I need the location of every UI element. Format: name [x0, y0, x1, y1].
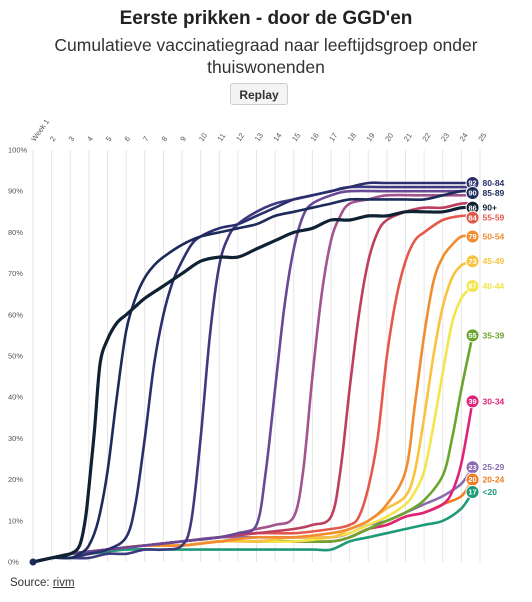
y-tick-label: 100% — [8, 146, 28, 155]
x-tick-label: 9 — [178, 135, 188, 144]
y-tick-label: 0% — [8, 558, 19, 567]
x-tick-label: 19 — [365, 131, 377, 143]
end-badge — [465, 394, 480, 409]
x-tick-label: 11 — [216, 132, 228, 144]
end-label-text: 20-24 — [483, 475, 505, 485]
x-tick-label: 8 — [160, 135, 170, 144]
end-badge — [465, 210, 480, 225]
y-tick-label: 20% — [8, 475, 23, 484]
end-badge — [465, 278, 480, 293]
x-tick-label: 16 — [309, 131, 321, 143]
x-tick-label: 13 — [253, 131, 265, 143]
series-line-90 — [31, 205, 475, 564]
end-badge-value: 84 — [468, 213, 477, 222]
end-badge-value: 20 — [468, 475, 476, 484]
x-axis-ticks: Week 12 3 4 5 6 7 8 9 10 11 12 13 14 15 16 17 18 19 20 21 22… — [29, 117, 488, 143]
series-line-70-74 — [31, 189, 474, 564]
y-tick-label: 70% — [8, 269, 23, 278]
source-link[interactable]: rivm — [52, 577, 75, 589]
x-tick-label: Week 1 — [29, 117, 51, 143]
y-tick-label: 30% — [8, 434, 23, 443]
end-badge — [465, 229, 480, 244]
x-tick-label: 2 — [48, 135, 58, 144]
grid — [32, 150, 481, 562]
y-tick-label: 10% — [8, 516, 23, 525]
x-tick-label: 22 — [420, 131, 432, 143]
y-axis-ticks: 0% 10% 20% 30% 40% 50% 60% 70% 80% 90% 100% — [8, 146, 28, 567]
end-badge — [465, 254, 480, 269]
x-tick-label: 7 — [141, 135, 151, 144]
end-label-text: 45-49 — [483, 256, 505, 266]
y-tick-label: 40% — [8, 393, 23, 402]
chart-subtitle: Cumulatieve vaccinatiegraad naar leeftij… — [54, 35, 478, 77]
chart-title: Eerste prikken - door de GGD'en — [119, 8, 413, 29]
x-tick-label: 17 — [327, 131, 339, 143]
x-tick-label: 6 — [122, 135, 132, 144]
x-tick-label: 21 — [402, 131, 414, 143]
end-badge — [465, 328, 480, 343]
line-chart: Week 12 3 4 5 6 7 8 9 10 11 12 13 14 15 16 17 18 19 20 21 22… — [8, 117, 505, 567]
x-tick-label: 12 — [234, 131, 246, 143]
end-badge-value: 67 — [468, 282, 476, 291]
end-badge-value: 39 — [468, 397, 476, 406]
x-tick-label: 10 — [197, 131, 209, 143]
end-label-text: 25-29 — [483, 462, 505, 472]
x-tick-label: 18 — [346, 131, 358, 143]
x-tick-label: 20 — [383, 131, 395, 143]
end-label-text: 30-34 — [483, 396, 505, 406]
y-tick-label: 60% — [8, 310, 23, 319]
replay-button[interactable]: Replay — [230, 83, 288, 105]
x-tick-label: 3 — [67, 135, 77, 144]
end-badge-value: 17 — [468, 488, 476, 497]
end-label-text: 50-54 — [483, 232, 505, 242]
source-prefix: Source: — [10, 577, 53, 589]
end-badge-value: 92 — [468, 179, 476, 188]
x-tick-label: 5 — [104, 135, 114, 144]
x-tick-label: 25 — [476, 131, 488, 143]
end-label-text: 35-39 — [483, 330, 505, 340]
x-tick-label: 15 — [290, 131, 302, 143]
end-label-text: 55-59 — [483, 213, 505, 223]
end-badge-value: 90 — [468, 189, 476, 198]
start-point — [29, 558, 37, 566]
end-badge — [465, 185, 480, 200]
y-tick-label: 50% — [8, 352, 23, 361]
end-badge-value: 73 — [468, 257, 476, 266]
end-label-text: 85-89 — [483, 188, 505, 198]
y-tick-label: 80% — [8, 228, 23, 237]
end-badge — [465, 484, 480, 499]
y-tick-label: 90% — [8, 187, 23, 196]
end-badge-value: 79 — [468, 232, 476, 241]
x-tick-label: 14 — [271, 131, 283, 143]
source-note: Source: rivm — [10, 577, 75, 589]
end-label-text: <20 — [483, 487, 498, 497]
x-tick-label: 4 — [85, 135, 95, 144]
end-labels: 92 80-84 90 85-89 86 90+ 84 55-59 79 50-54 73 45-49… — [465, 175, 505, 499]
end-badge-value: 86 — [468, 203, 476, 212]
x-tick-label: 24 — [458, 131, 470, 143]
x-tick-label: 23 — [439, 131, 451, 143]
end-label-text: 40-44 — [483, 281, 505, 291]
end-label-text: 80-84 — [483, 178, 505, 188]
end-label-text: 90+ — [483, 203, 497, 213]
end-badge-value: 55 — [468, 331, 476, 340]
end-badge-value: 23 — [468, 463, 476, 472]
series-lines — [29, 181, 475, 566]
series-line-85-89 — [31, 189, 474, 564]
